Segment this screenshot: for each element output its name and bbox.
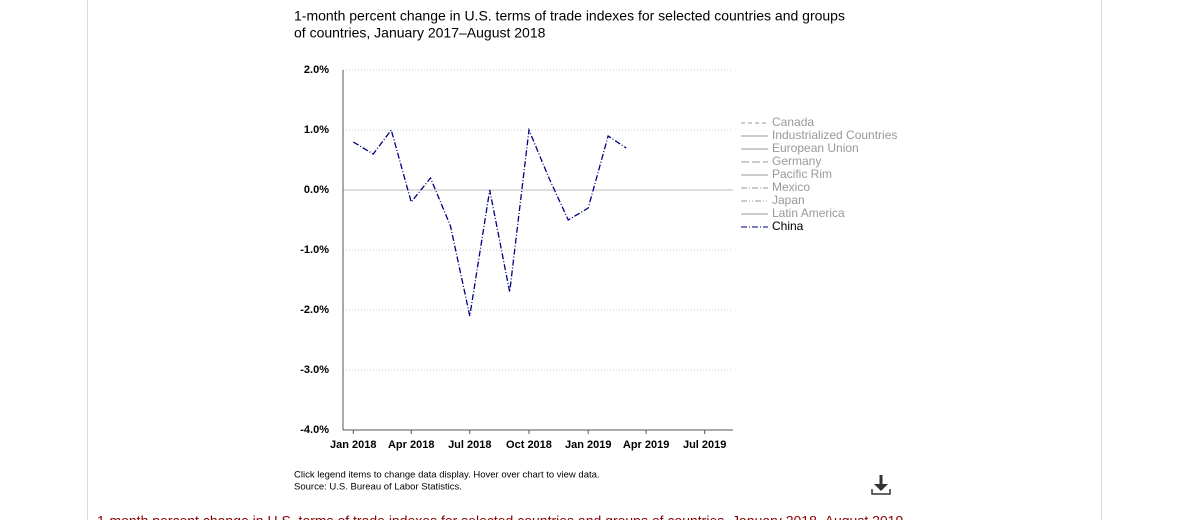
y-tick-label: 0.0%: [304, 184, 329, 196]
y-tick-label: -4.0%: [300, 424, 329, 436]
y-tick-label: -2.0%: [300, 304, 329, 316]
legend-item[interactable]: Mexico: [772, 180, 810, 194]
legend-item[interactable]: Germany: [772, 154, 821, 168]
data-line: [352, 127, 627, 317]
y-tick-label: 1.0%: [304, 124, 329, 136]
note: Click legend items to change data displa…: [294, 470, 600, 481]
x-tick-label: Oct 2018: [506, 439, 552, 451]
download-icon[interactable]: [871, 475, 891, 495]
y-tick-label: -3.0%: [300, 364, 329, 376]
next-title: 1-month percent change in U.S. terms of …: [97, 513, 903, 520]
x-tick-label: Jan 2018: [330, 439, 376, 451]
y-tick-label: -1.0%: [300, 244, 329, 256]
x-tick-label: Apr 2019: [623, 439, 669, 451]
legend-item[interactable]: Japan: [772, 193, 805, 207]
x-tick-label: Jan 2019: [565, 439, 611, 451]
chart-title: 1-month percent change in U.S. terms of …: [294, 8, 845, 24]
legend-item[interactable]: Canada: [772, 115, 814, 129]
legend-item[interactable]: Pacific Rim: [772, 167, 832, 181]
y-tick-label: 2.0%: [304, 64, 329, 76]
legend-item[interactable]: European Union: [772, 141, 859, 155]
legend-item[interactable]: Latin America: [772, 206, 845, 220]
legend-item[interactable]: China: [772, 219, 804, 233]
chart-title: of countries, January 2017–August 2018: [294, 25, 546, 41]
x-tick-label: Jul 2018: [448, 439, 491, 451]
x-tick-label: Apr 2018: [388, 439, 434, 451]
note: Source: U.S. Bureau of Labor Statistics.: [294, 482, 462, 493]
x-tick-label: Jul 2019: [683, 439, 726, 451]
legend-item[interactable]: Industrialized Countries: [772, 128, 897, 142]
